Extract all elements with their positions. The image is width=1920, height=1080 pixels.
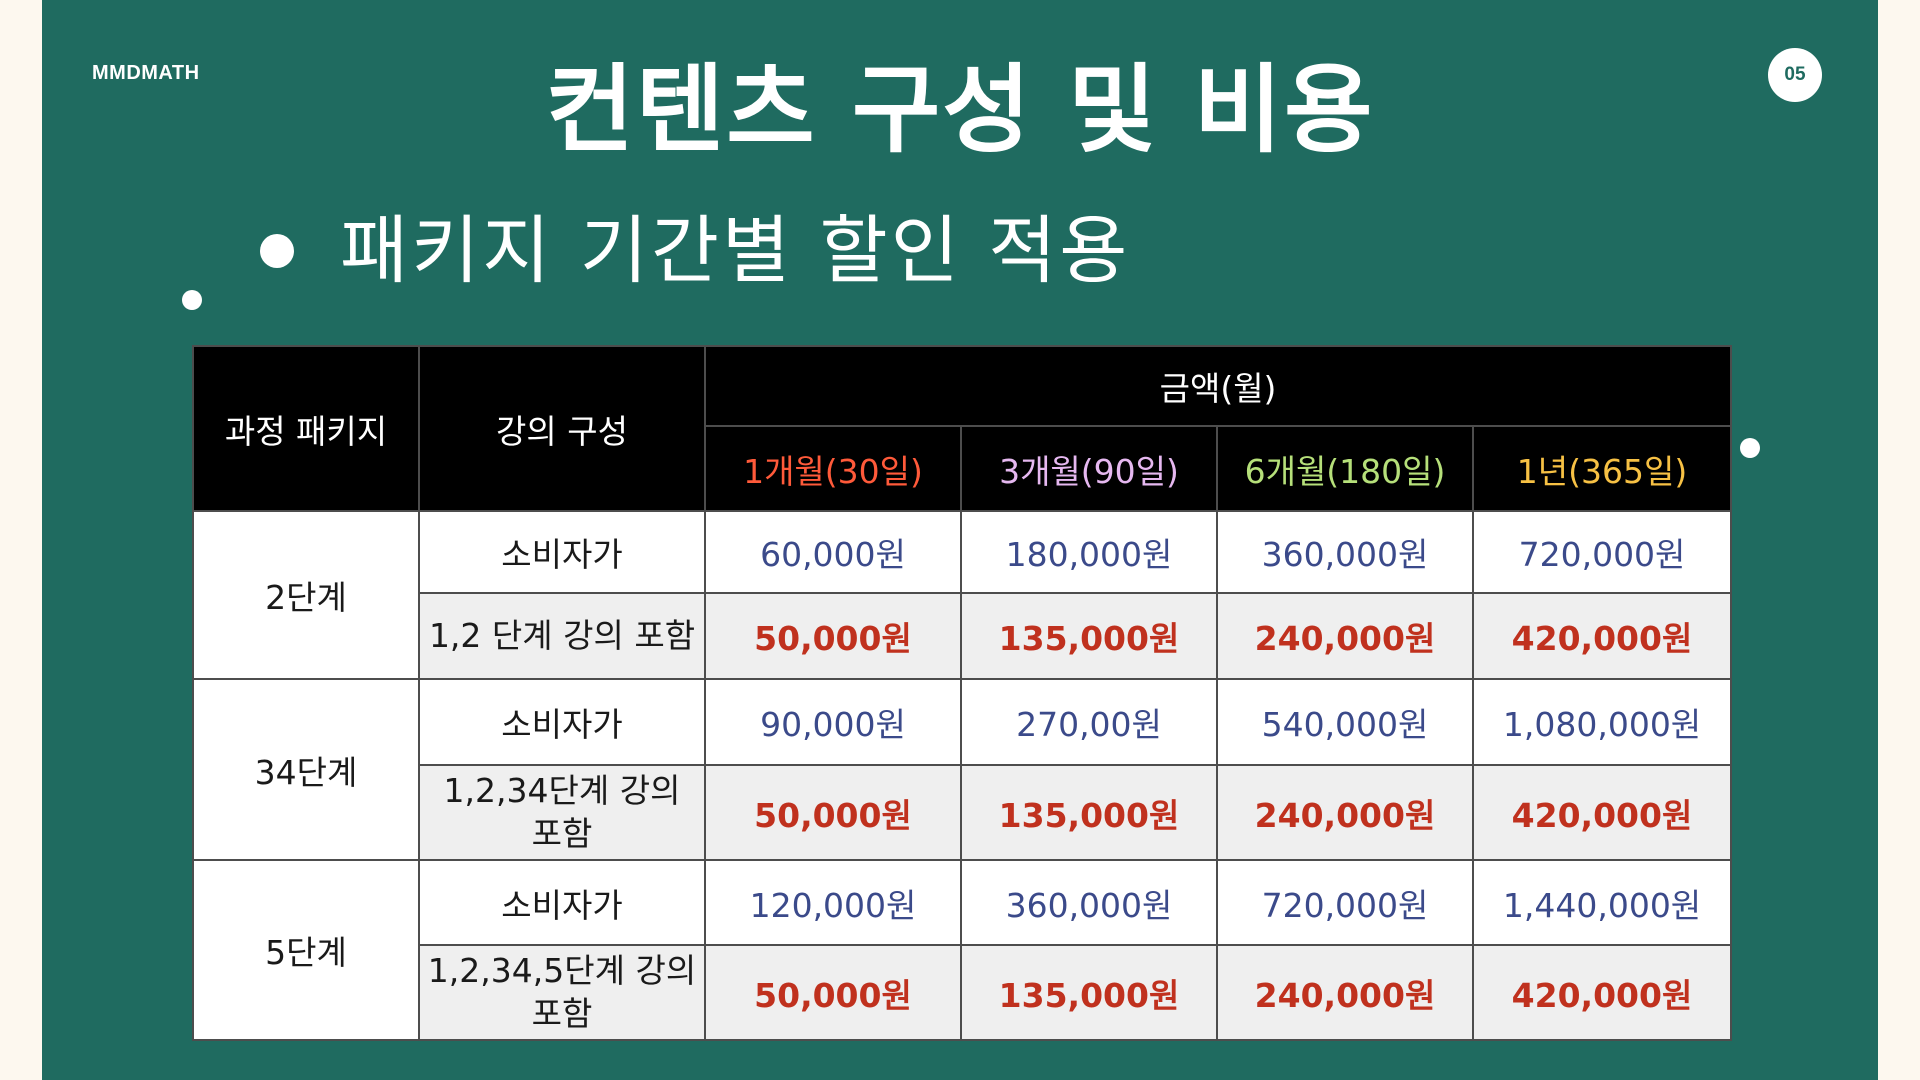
brand-label: MMDMATH	[92, 62, 200, 84]
header-period-1y: 1년(365일)	[1471, 425, 1733, 512]
package-name: 34단계	[192, 678, 420, 861]
table-row: 5단계 소비자가 120,000원 360,000원 720,000원 1,44…	[192, 859, 1733, 1041]
row-type-label: 1,2,34단계 강의 포함	[418, 764, 706, 861]
header-period-6m: 6개월(180일)	[1216, 425, 1474, 512]
package-name: 2단계	[192, 510, 420, 680]
row-type-label: 소비자가	[418, 510, 706, 594]
package-name: 5단계	[192, 859, 420, 1041]
discount-price-cell: 135,000원	[960, 764, 1218, 861]
discount-price-cell: 50,000원	[704, 592, 962, 680]
bullet-dot-icon	[260, 234, 294, 268]
discount-price-cell: 420,000원	[1471, 764, 1733, 861]
row-type-label: 소비자가	[418, 859, 706, 946]
price-cell: 1,440,000원	[1471, 859, 1733, 946]
period-header-row: 1개월(30일) 3개월(90일) 6개월(180일) 1년(365일)	[193, 425, 1733, 512]
price-cell: 120,000원	[704, 859, 962, 946]
page-number-badge: 05	[1768, 48, 1822, 102]
price-cell: 360,000원	[1216, 510, 1474, 594]
header-period-3m: 3개월(90일)	[960, 425, 1218, 512]
decorative-dot-left	[182, 290, 202, 310]
price-cell: 60,000원	[704, 510, 962, 594]
subtitle-text: 패키지 기간별 할인 적용	[340, 208, 1131, 294]
pricing-table: 과정 패키지 강의 구성 금액(월) 1개월(30일) 3개월(90일) 6개월…	[192, 345, 1733, 1041]
price-cell: 270,00원	[960, 678, 1218, 766]
table-row: 1,2 단계 강의 포함 50,000원 135,000원 240,000원 4…	[193, 592, 1733, 680]
discount-price-cell: 240,000원	[1216, 592, 1474, 680]
discount-price-cell: 50,000원	[704, 944, 962, 1041]
table-row: 2단계 소비자가 60,000원 180,000원 360,000원 720,0…	[192, 510, 1733, 680]
decorative-dot-right	[1740, 438, 1760, 458]
header-amount-group: 금액(월)	[703, 345, 1733, 427]
row-type-label: 1,2,34,5단계 강의 포함	[418, 944, 706, 1041]
price-cell: 720,000원	[1216, 859, 1474, 946]
price-cell: 180,000원	[960, 510, 1218, 594]
discount-price-cell: 50,000원	[704, 764, 962, 861]
table-row: 1,2,34단계 강의 포함 50,000원 135,000원 240,000원…	[193, 764, 1733, 861]
price-cell: 1,080,000원	[1471, 678, 1733, 766]
discount-price-cell: 240,000원	[1216, 764, 1474, 861]
price-cell: 90,000원	[704, 678, 962, 766]
header-composition: 강의 구성	[418, 345, 706, 512]
slide: MMDMATH 05 컨텐츠 구성 및 비용 패키지 기간별 할인 적용 과정 …	[42, 0, 1878, 1080]
row-type-label: 소비자가	[418, 678, 706, 766]
price-cell: 360,000원	[960, 859, 1218, 946]
slide-title: 컨텐츠 구성 및 비용	[545, 54, 1375, 166]
row-type-label: 1,2 단계 강의 포함	[418, 592, 706, 680]
discount-price-cell: 420,000원	[1471, 592, 1733, 680]
discount-price-cell: 420,000원	[1471, 944, 1733, 1041]
header-package: 과정 패키지	[192, 345, 420, 512]
discount-price-cell: 135,000원	[960, 944, 1218, 1041]
discount-price-cell: 135,000원	[960, 592, 1218, 680]
subtitle-bullet: 패키지 기간별 할인 적용	[260, 214, 1130, 288]
price-cell: 540,000원	[1216, 678, 1474, 766]
table-row: 1,2,34,5단계 강의 포함 50,000원 135,000원 240,00…	[193, 944, 1733, 1041]
discount-price-cell: 240,000원	[1216, 944, 1474, 1041]
price-cell: 720,000원	[1471, 510, 1733, 594]
header-period-1m: 1개월(30일)	[704, 425, 962, 512]
table-row: 34단계 소비자가 90,000원 270,00원 540,000원 1,080…	[192, 678, 1733, 861]
